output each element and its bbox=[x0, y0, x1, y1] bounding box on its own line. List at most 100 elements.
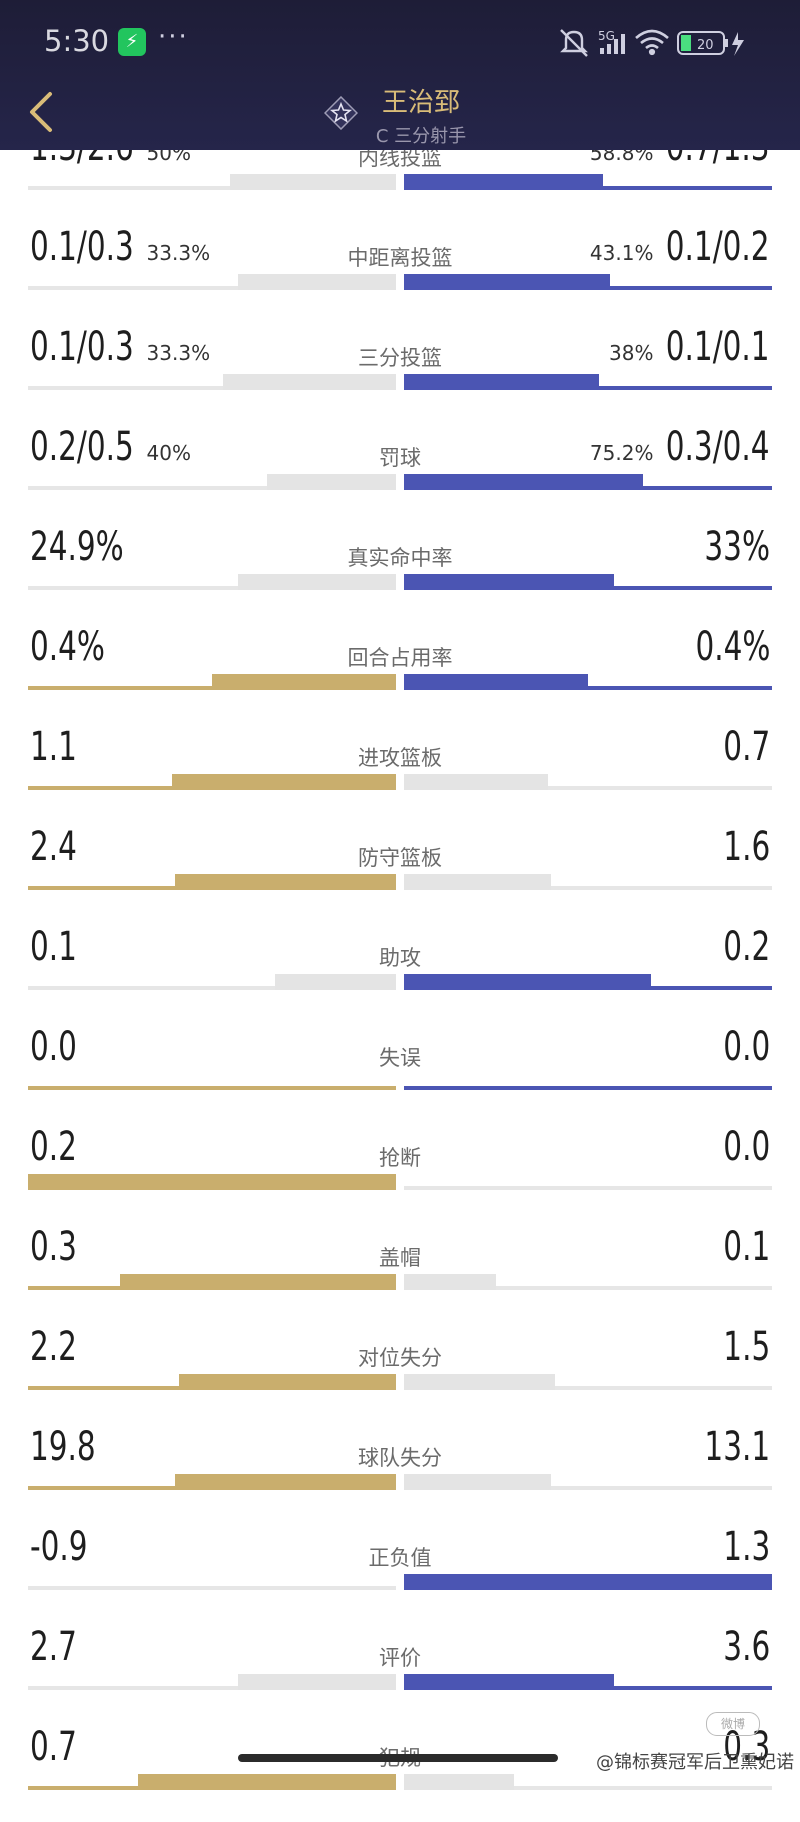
left-stat: 24.9% bbox=[30, 524, 124, 570]
left-stat: 19.8 bbox=[30, 1424, 96, 1470]
left-bar-track bbox=[28, 574, 396, 590]
stat-label: 防守篮板 bbox=[358, 846, 442, 870]
left-stat: 0.1/0.3 bbox=[30, 324, 134, 370]
status-time: 5:30 bbox=[44, 24, 110, 58]
weibo-badge: 微博 bbox=[706, 1712, 760, 1736]
right-value: 0.4% bbox=[679, 624, 770, 684]
left-value: 0.0 bbox=[30, 1024, 87, 1084]
left-stat: 0.0 bbox=[30, 1024, 77, 1070]
right-stat: 13.1 bbox=[704, 1424, 770, 1470]
left-value: -0.9 bbox=[30, 1524, 100, 1584]
right-stat: 1.3 bbox=[723, 1524, 770, 1570]
left-bar bbox=[238, 574, 396, 590]
left-stat: 0.3 bbox=[30, 1224, 77, 1270]
right-bar bbox=[404, 1574, 772, 1590]
right-value: 1.3 bbox=[713, 1524, 770, 1584]
stat-label: 抢断 bbox=[379, 1146, 421, 1170]
right-percent: 38% bbox=[609, 341, 654, 365]
right-stat: 0.4% bbox=[695, 624, 770, 670]
stat-label: 三分投篮 bbox=[358, 346, 442, 370]
right-bar-track bbox=[404, 874, 772, 890]
left-bar-track bbox=[28, 174, 396, 190]
stat-row: 0.1 助攻 0.2 bbox=[0, 922, 800, 1022]
stat-row: 2.2 对位失分 1.5 bbox=[0, 1322, 800, 1422]
right-bar-track bbox=[404, 1574, 772, 1590]
right-stat: 33% bbox=[704, 524, 770, 570]
left-bar-track bbox=[28, 274, 396, 290]
left-stat: 1.1 bbox=[30, 724, 77, 770]
charging-icon bbox=[732, 32, 744, 56]
left-stat: 2.2 bbox=[30, 1324, 77, 1370]
back-button[interactable] bbox=[22, 88, 62, 136]
right-stat: 0.3/0.4 bbox=[666, 424, 770, 470]
left-stat: 0.2 bbox=[30, 1124, 77, 1170]
stat-row: -0.9 正负值 1.3 bbox=[0, 1522, 800, 1622]
left-stat: 0.2/0.5 bbox=[30, 424, 134, 470]
right-value: 1.6 bbox=[713, 824, 770, 884]
left-bar bbox=[175, 1474, 396, 1490]
right-value: 0.3 bbox=[713, 1724, 770, 1784]
right-value: 0.0 bbox=[713, 1124, 770, 1184]
stat-label: 评价 bbox=[379, 1646, 421, 1670]
left-percent: 40% bbox=[146, 441, 191, 465]
left-value: 19.8 bbox=[30, 1424, 110, 1484]
right-value: 0.1 bbox=[713, 1224, 770, 1284]
left-value: 24.9% bbox=[30, 524, 144, 584]
left-bar bbox=[138, 1774, 396, 1790]
left-value: 0.2 bbox=[30, 1124, 87, 1184]
left-value: 0.1 bbox=[30, 924, 87, 984]
right-bar bbox=[404, 474, 643, 490]
left-bar bbox=[275, 974, 396, 990]
stat-row: 2.7 评价 3.6 bbox=[0, 1622, 800, 1722]
left-percent: 33.3% bbox=[146, 241, 211, 265]
right-value: 13.1 bbox=[690, 1424, 770, 1484]
right-bar-track bbox=[404, 1774, 772, 1790]
right-bar bbox=[404, 574, 614, 590]
right-value: 38% 0.1/0.1 bbox=[609, 324, 770, 384]
home-indicator[interactable] bbox=[238, 1754, 558, 1762]
left-bar-track bbox=[28, 1674, 396, 1690]
wifi-icon bbox=[635, 29, 669, 56]
right-stat: 0.0 bbox=[723, 1124, 770, 1170]
left-bar-track bbox=[28, 1086, 396, 1090]
left-bar bbox=[172, 774, 396, 790]
right-stat: 3.6 bbox=[723, 1624, 770, 1670]
left-bar bbox=[238, 274, 396, 290]
stat-row: 0.4% 回合占用率 0.4% bbox=[0, 622, 800, 722]
more-notifications-icon: ··· bbox=[158, 22, 189, 52]
left-value: 0.2/0.5 40% bbox=[30, 424, 191, 484]
right-bar bbox=[404, 674, 588, 690]
right-stat: 1.6 bbox=[723, 824, 770, 870]
right-bar-track bbox=[404, 574, 772, 590]
left-bar bbox=[223, 374, 396, 390]
right-bar-track bbox=[404, 1474, 772, 1490]
right-stat: 0.1 bbox=[723, 1224, 770, 1270]
left-bar-track bbox=[28, 874, 396, 890]
stat-label: 正负值 bbox=[368, 1546, 432, 1570]
right-percent: 75.2% bbox=[589, 441, 654, 465]
left-bar bbox=[267, 474, 396, 490]
left-value: 0.3 bbox=[30, 1224, 87, 1284]
network-label: 5G bbox=[598, 29, 615, 43]
battery-icon: 20 bbox=[677, 31, 728, 55]
right-bar bbox=[404, 1374, 555, 1390]
left-stat: 2.7 bbox=[30, 1624, 77, 1670]
signal-icon bbox=[600, 34, 625, 54]
player-name: 王治郅 bbox=[381, 88, 460, 118]
left-bar-track bbox=[28, 1174, 396, 1190]
left-bar-track bbox=[28, 1586, 396, 1590]
stat-row: 0.3 盖帽 0.1 bbox=[0, 1222, 800, 1322]
right-bar bbox=[404, 774, 548, 790]
right-bar-track bbox=[404, 674, 772, 690]
stat-label: 中距离投篮 bbox=[347, 246, 453, 270]
left-bar-track bbox=[28, 1374, 396, 1390]
status-icons: 5G 20 bbox=[560, 29, 744, 57]
right-value: 43.1% 0.1/0.2 bbox=[590, 224, 770, 284]
stat-label: 进攻篮板 bbox=[358, 746, 442, 770]
left-bar bbox=[28, 1174, 396, 1190]
left-value: 2.2 bbox=[30, 1324, 87, 1384]
right-stat: 0.0 bbox=[723, 1024, 770, 1070]
stat-label: 回合占用率 bbox=[347, 646, 453, 670]
left-bar bbox=[179, 1374, 396, 1390]
right-bar-track bbox=[404, 1274, 772, 1290]
